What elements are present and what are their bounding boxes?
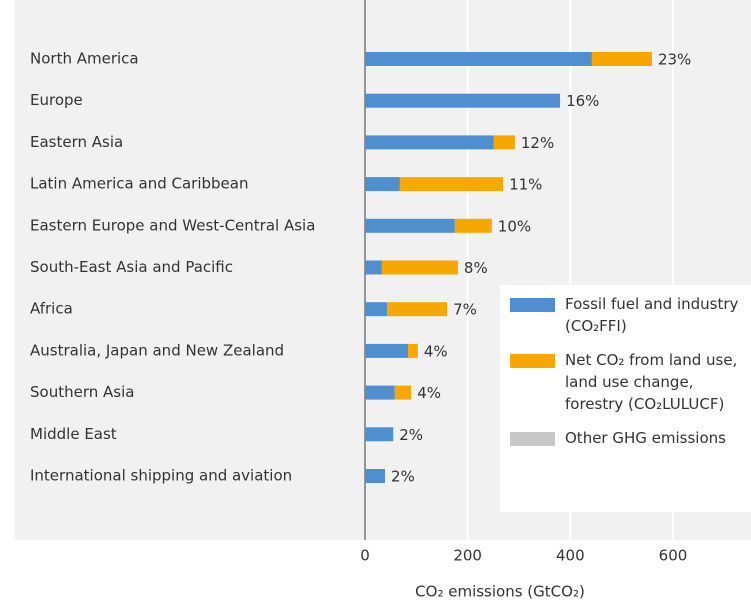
bar-segment [365,177,400,192]
share-label: 23% [658,51,691,69]
bar-segment [365,52,592,66]
bar-segment [591,52,652,66]
y-tick-label: Eastern Asia [30,133,123,151]
bar-segment [387,302,448,317]
share-label: 12% [521,134,554,152]
bar-segment [394,385,412,400]
y-tick-label: South-East Asia and Pacific [30,258,233,276]
y-tick-label: Africa [30,300,73,318]
legend-swatch [510,298,555,312]
y-tick-label: Europe [30,91,83,109]
bar-segment [365,343,409,358]
y-tick-label: Latin America and Caribbean [30,175,248,193]
share-label: 10% [498,217,531,235]
legend-label: Net CO₂ from land use, land use change, … [565,351,738,413]
x-tick-label: 600 [659,547,688,565]
bar-segment [365,93,561,108]
share-label: 2% [399,426,423,444]
bar-segment [454,218,492,233]
bar-segment [365,385,395,400]
share-label: 11% [509,176,542,194]
share-label: 7% [453,301,477,319]
legend-item: Net CO₂ from land use, land use change, … [510,349,747,415]
y-tick-label: Australia, Japan and New Zealand [30,341,284,359]
share-label: 8% [464,259,488,277]
y-tick-label: Southern Asia [30,383,134,401]
y-tick-label: North America [30,50,139,68]
share-label: 16% [566,92,599,110]
bar-segment [365,260,382,275]
y-tick-label: Eastern Europe and West-Central Asia [30,216,315,234]
bar-segment [365,218,455,233]
legend: Fossil fuel and industry (CO₂FFI) Net CO₂… [500,285,751,512]
bar-segment [365,469,386,483]
x-axis-title: CO₂ emissions (GtCO₂) [415,583,585,601]
bar-segment [399,177,504,192]
x-tick-label: 400 [556,547,585,565]
bar-segment [365,302,388,317]
legend-label: Other GHG emissions [565,429,726,447]
y-tick-label: International shipping and aviation [30,467,292,485]
x-tick-label: 0 [360,547,370,565]
legend-swatch [510,354,555,368]
share-label: 4% [424,342,448,360]
bar-segment [493,135,515,150]
bar-segment [365,427,394,442]
bar-segment [365,135,494,150]
bar-segment [381,260,458,275]
bar-segment [408,343,418,358]
share-label: 2% [391,468,415,486]
legend-swatch [510,432,555,446]
share-label: 4% [417,384,441,402]
y-tick-label: Middle East [30,425,117,443]
legend-label: Fossil fuel and industry (CO₂FFI) [565,295,739,335]
x-tick-label: 200 [453,547,482,565]
legend-item: Other GHG emissions [510,427,747,449]
legend-item: Fossil fuel and industry (CO₂FFI) [510,293,747,337]
